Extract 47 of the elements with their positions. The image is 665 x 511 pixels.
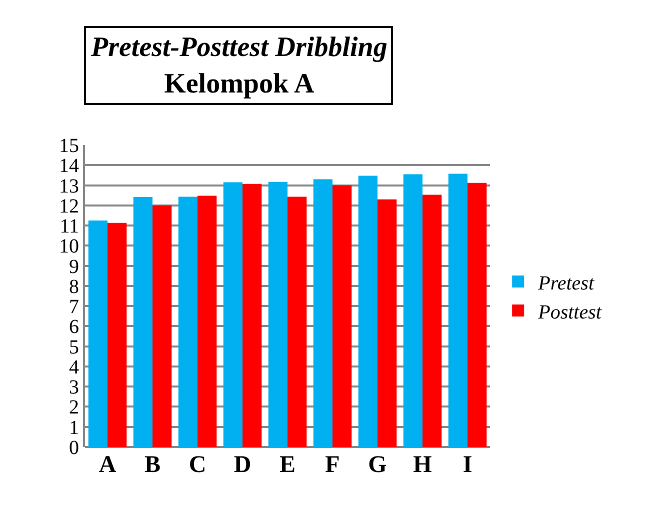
x-tick-label: A: [98, 452, 117, 478]
x-tick-label: E: [279, 452, 296, 478]
bar: [133, 196, 152, 447]
bar: [403, 174, 422, 447]
y-tick-label: 6: [69, 316, 79, 338]
bar: [358, 176, 378, 447]
x-tick-label: D: [234, 452, 252, 478]
y-tick-label: 5: [69, 336, 79, 358]
bar: [152, 205, 172, 447]
legend-label: Posttest: [537, 301, 602, 324]
y-tick-label: 0: [69, 437, 79, 459]
y-tick-label: 2: [69, 396, 79, 419]
bar: [313, 179, 332, 447]
y-tick-label: 8: [69, 276, 79, 298]
y-tick-label: 10: [59, 236, 79, 258]
bar: [468, 182, 487, 447]
chart-subtitle: Kelompok A: [164, 68, 316, 100]
y-tick-label: 13: [59, 175, 79, 198]
y-tick-label: 15: [59, 135, 79, 157]
bar: [448, 174, 468, 447]
y-tick-label: 1: [69, 416, 79, 439]
bar: [223, 182, 242, 447]
x-tick-label: B: [144, 452, 161, 478]
legend-label: Pretest: [537, 272, 594, 294]
y-tick-label: 7: [69, 296, 79, 318]
y-tick-label: 3: [69, 376, 79, 399]
y-tick-label: 9: [69, 256, 79, 278]
y-tick-label: 11: [60, 216, 79, 238]
bar: [378, 199, 397, 447]
x-tick-label: I: [462, 452, 472, 478]
bar: [332, 185, 352, 447]
bar: [88, 220, 108, 447]
bar: [108, 222, 127, 447]
bar: [422, 194, 442, 447]
y-tick-label: 12: [59, 195, 79, 218]
x-tick-label: G: [368, 452, 388, 478]
bar: [268, 182, 288, 447]
x-tick-label: C: [188, 452, 206, 478]
y-tick-label: 4: [69, 356, 79, 378]
x-tick-label: H: [413, 452, 432, 478]
bar: [288, 196, 307, 447]
x-tick-label: F: [325, 452, 340, 478]
bar: [178, 196, 198, 447]
bar: [242, 184, 262, 447]
y-tick-label: 14: [59, 155, 79, 178]
bar: [198, 196, 217, 447]
chart-title: Pretest-Posttest Dribbling: [90, 32, 388, 63]
